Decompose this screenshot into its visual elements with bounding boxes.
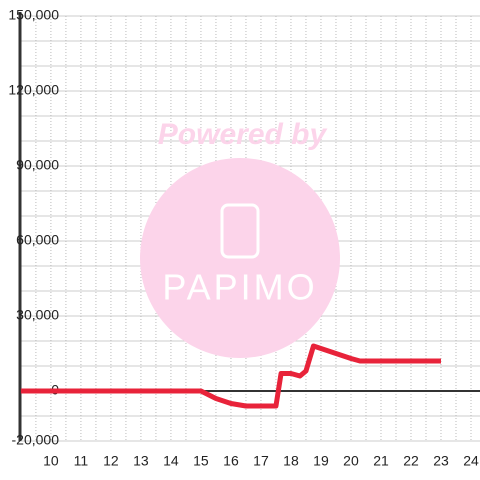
x-tick-label: 24 — [463, 453, 479, 469]
x-tick-label: 17 — [253, 453, 269, 469]
watermark-text: Powered by — [158, 118, 328, 151]
x-tick-label: 11 — [74, 453, 89, 469]
y-tick-label: 90,000 — [16, 157, 59, 173]
watermark-logo: PAPIMO — [162, 267, 317, 308]
x-tick-label: 14 — [163, 453, 179, 469]
x-tick-label: 13 — [133, 453, 149, 469]
line — [20, 343, 441, 409]
x-tick-label: 15 — [193, 453, 209, 469]
y-tick-label: -20,000 — [12, 432, 60, 448]
x-tick-label: 16 — [223, 453, 239, 469]
y-tick-label: 60,000 — [16, 232, 59, 248]
x-tick-label: 10 — [43, 453, 59, 469]
x-tick-label: 18 — [283, 453, 299, 469]
x-tick-label: 21 — [373, 453, 389, 469]
x-tick-label: 12 — [103, 453, 119, 469]
x-tick-label: 23 — [433, 453, 449, 469]
watermark-icon — [220, 203, 260, 259]
y-tick-label: 30,000 — [16, 307, 59, 323]
x-tick-label: 19 — [313, 453, 329, 469]
x-tick-label: 20 — [343, 453, 359, 469]
x-tick-label: 22 — [403, 453, 419, 469]
y-tick-label: 120,000 — [8, 82, 59, 98]
y-tick-label: 150,000 — [8, 7, 59, 23]
